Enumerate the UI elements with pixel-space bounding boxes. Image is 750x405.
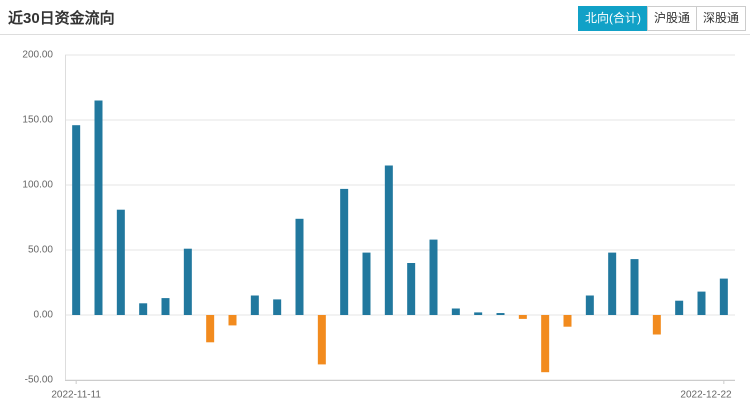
- x-tick-label: 2022-11-11: [51, 390, 101, 401]
- y-tick-label: 150.00: [22, 115, 53, 126]
- tab[interactable]: 深股通: [695, 6, 746, 31]
- bar: [451, 308, 460, 315]
- bar: [317, 315, 326, 365]
- tab-bar: 北向(合计) 沪股通 深股通: [577, 6, 746, 31]
- bar: [518, 315, 527, 319]
- bar: [295, 218, 304, 315]
- y-tick-label: -50.00: [25, 375, 54, 386]
- bar: [362, 252, 371, 315]
- bar: [407, 263, 416, 315]
- bar: [608, 252, 617, 315]
- bar: [250, 295, 259, 315]
- bar: [719, 278, 728, 315]
- bar: [675, 300, 684, 315]
- y-tick-label: 200.00: [22, 50, 53, 61]
- bar: [541, 315, 550, 373]
- bar: [429, 239, 438, 315]
- bar: [697, 291, 706, 315]
- divider: [0, 34, 750, 35]
- bar: [585, 295, 594, 315]
- bar: [273, 299, 282, 315]
- bar: [161, 298, 170, 315]
- y-tick-label: 100.00: [22, 180, 53, 191]
- y-tick-label: 50.00: [28, 245, 53, 256]
- bar: [206, 315, 215, 343]
- bar: [563, 315, 572, 327]
- bar: [496, 313, 505, 315]
- bar: [116, 209, 125, 315]
- bar: [139, 303, 148, 315]
- bar: [228, 315, 237, 326]
- panel-title: 近30日资金流向: [8, 10, 115, 27]
- bar: [630, 259, 639, 315]
- bar: [72, 125, 81, 315]
- y-tick-label: 0.00: [34, 310, 54, 321]
- bar: [384, 165, 393, 315]
- bar: [94, 100, 103, 315]
- bar: [652, 315, 661, 335]
- bar: [340, 188, 349, 315]
- bar: [474, 312, 483, 315]
- bar: [183, 248, 192, 315]
- x-tick-label: 2022-12-22: [680, 390, 732, 401]
